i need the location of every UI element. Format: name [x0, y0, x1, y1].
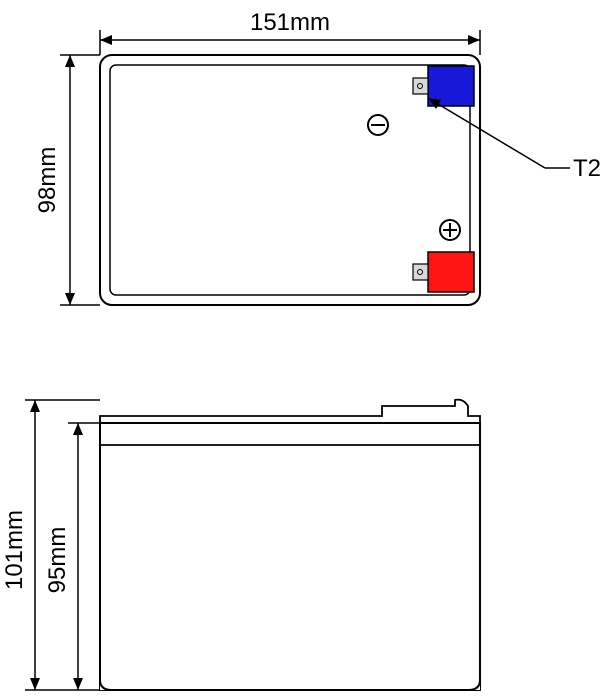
dimension-top-height: 98mm [34, 55, 100, 305]
dimension-side-body: 95mm [44, 423, 100, 690]
side-body-label: 95mm [44, 527, 71, 594]
dimension-width: 151mm [100, 9, 480, 55]
side-total-label: 101mm [1, 510, 28, 590]
width-label: 151mm [250, 9, 330, 36]
terminal-type-label: T2 [573, 155, 601, 182]
top-view [100, 55, 480, 305]
top-height-label: 98mm [34, 147, 61, 214]
side-view [100, 400, 480, 690]
battery-dimension-diagram: 151mm [0, 0, 614, 700]
